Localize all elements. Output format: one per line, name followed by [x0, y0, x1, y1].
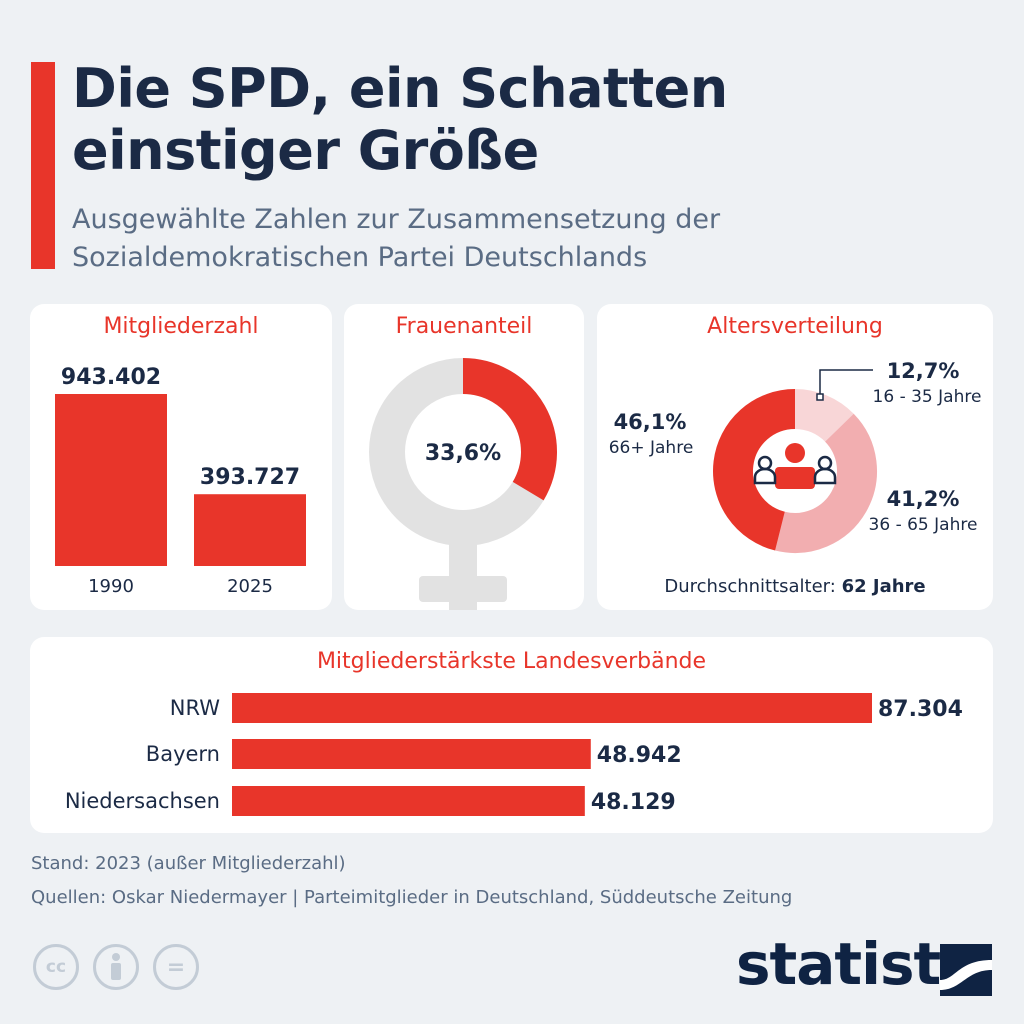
bar-2025 — [194, 494, 306, 566]
average-age-label: Durchschnittsalter: — [664, 576, 841, 597]
members-bar-chart: 943.402 1990 393.727 2025 — [55, 365, 306, 597]
category-label: NRW — [170, 696, 220, 720]
members-chart-title: Mitgliederzahl — [103, 314, 259, 339]
age-value-label: 12,7% — [887, 359, 960, 383]
states-bar-chart: NRW 87.304 Bayern 48.942 Niedersachsen 48.129 — [65, 693, 963, 816]
age-category-label: 66+ Jahre — [609, 438, 694, 458]
donut-segment-0 — [794, 389, 854, 443]
age-category-label: 36 - 65 Jahre — [869, 515, 978, 535]
bar-value-label: 393.727 — [200, 465, 300, 490]
donut-center-label: 33,6% — [425, 441, 501, 466]
donut-segment-1 — [775, 413, 877, 553]
states-chart-title: Mitgliederstärkste Landesverbände — [316, 649, 707, 674]
state-associations-card: Mitgliederstärkste Landesverbände NRW 87.… — [30, 637, 993, 833]
women-donut-chart: 33,6% — [369, 358, 557, 610]
people-icon-head-side — [757, 455, 773, 471]
age-distribution-card: Altersverteilung 12,7% 16 - 35 Jahre 41,2%… — [597, 304, 993, 610]
people-icon-body-side — [813, 467, 837, 485]
people-icon-body-side — [753, 467, 777, 485]
age-value-label: 41,2% — [887, 487, 960, 511]
female-symbol-crossbar — [419, 576, 507, 602]
category-label: Niedersachsen — [65, 789, 220, 813]
bar-value-label: 48.129 — [591, 790, 676, 815]
category-label: Bayern — [146, 742, 220, 766]
footer-stand: Stand: 2023 (außer Mitgliederzahl) — [31, 853, 346, 874]
by-icon[interactable] — [93, 944, 139, 990]
callout-leader-line — [819, 369, 873, 397]
age-chart-title: Altersverteilung — [707, 314, 883, 339]
age-category-label: 16 - 35 Jahre — [873, 387, 982, 407]
callout-marker — [816, 393, 824, 401]
average-age-note: Durchschnittsalter: 62 Jahre — [664, 576, 925, 597]
x-tick-label: 1990 — [88, 576, 134, 597]
donut-segment-women — [462, 358, 557, 501]
statista-logo-icon — [940, 944, 992, 996]
women-chart-title: Frauenanteil — [395, 314, 533, 339]
age-donut-chart: 12,7% 16 - 35 Jahre 41,2% 36 - 65 Jahre 46,1… — [609, 359, 982, 597]
bar-value-label: 48.942 — [597, 743, 682, 768]
page-title: Die SPD, ein Schatten einstiger Größe — [72, 57, 728, 182]
bar-Bayern — [232, 739, 591, 769]
bar-NRW — [232, 693, 872, 723]
x-tick-label: 2025 — [227, 576, 273, 597]
bar-Niedersachsen — [232, 786, 585, 816]
donut-segment-2 — [713, 389, 796, 551]
women-share-card: Frauenanteil 33,6% — [344, 304, 584, 610]
age-value-label: 46,1% — [614, 410, 687, 434]
average-age-value: 62 Jahre — [842, 576, 926, 597]
bar-1990 — [55, 394, 167, 566]
statista-logo-text[interactable]: statista — [736, 930, 979, 998]
people-icon-head-side — [817, 455, 833, 471]
title-accent-bar — [31, 62, 55, 269]
bar-value-label: 87.304 — [878, 697, 963, 722]
members-card: Mitgliederzahl 943.402 1990 393.727 2025 — [30, 304, 332, 610]
bar-value-label: 943.402 — [61, 365, 161, 390]
page-subtitle: Ausgewählte Zahlen zur Zusammensetzung d… — [72, 204, 721, 273]
people-icon-body-center — [775, 467, 815, 489]
people-icon-head-center — [785, 443, 805, 463]
cc-icon[interactable]: cc — [33, 944, 79, 990]
footer-sources: Quellen: Oskar Niedermayer | Parteimitgl… — [31, 887, 793, 908]
nd-icon[interactable]: = — [153, 944, 199, 990]
